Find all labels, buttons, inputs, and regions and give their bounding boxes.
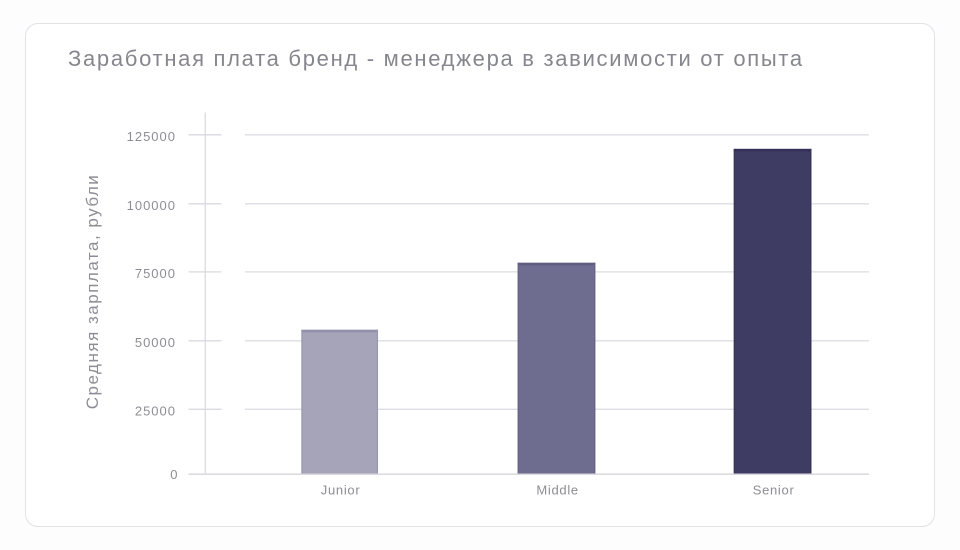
svg-text:Средняя зарплата, рубли: Средняя зарплата, рубли [83, 174, 102, 410]
svg-text:Senior: Senior [753, 483, 795, 498]
svg-text:Заработная плата бренд - менед: Заработная плата бренд - менеджера в зав… [68, 46, 804, 71]
svg-text:Junior: Junior [321, 483, 361, 498]
svg-text:0: 0 [170, 467, 178, 482]
svg-text:125000: 125000 [127, 129, 176, 144]
svg-text:100000: 100000 [127, 198, 176, 213]
svg-text:50000: 50000 [135, 335, 176, 350]
svg-text:25000: 25000 [135, 403, 176, 418]
svg-text:Middle: Middle [536, 483, 579, 498]
svg-text:75000: 75000 [135, 266, 176, 281]
